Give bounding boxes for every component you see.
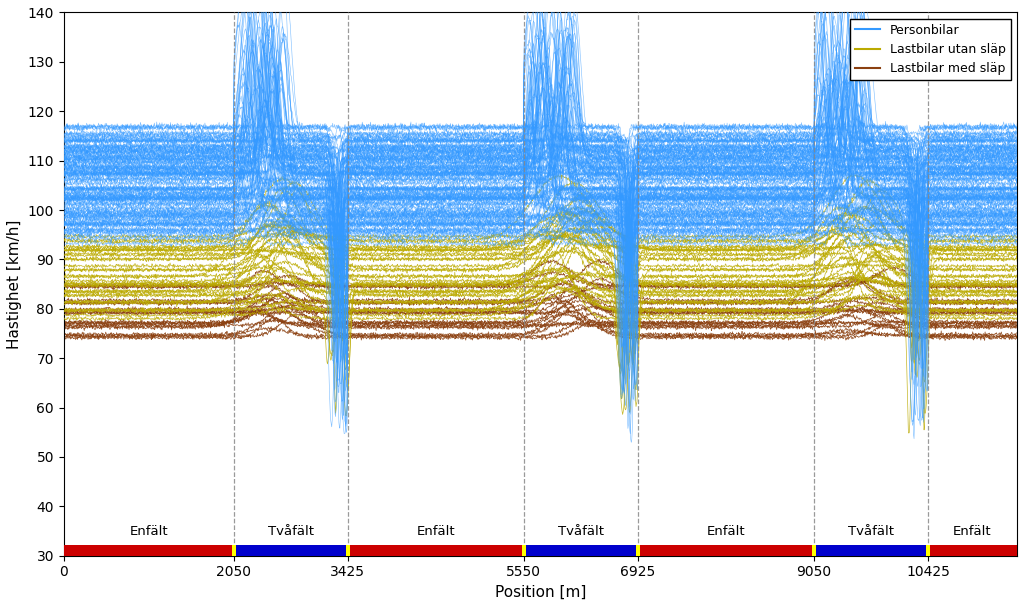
Bar <box>233 545 348 556</box>
Bar <box>63 545 233 556</box>
X-axis label: Position [m]: Position [m] <box>495 585 586 600</box>
Legend: Personbilar, Lastbilar utan släp, Lastbilar med släp: Personbilar, Lastbilar utan släp, Lastbi… <box>850 19 1011 80</box>
Bar <box>345 545 350 556</box>
Bar <box>928 545 1017 556</box>
Text: Enfält: Enfält <box>953 524 992 538</box>
Bar <box>348 545 524 556</box>
Bar <box>812 545 816 556</box>
Bar <box>524 545 638 556</box>
Bar <box>636 545 640 556</box>
Y-axis label: Hastighet [km/h]: Hastighet [km/h] <box>7 219 22 349</box>
Bar <box>638 545 814 556</box>
Bar <box>926 545 930 556</box>
Bar <box>814 545 928 556</box>
Text: Enfält: Enfält <box>707 524 745 538</box>
Text: Tvåfält: Tvåfält <box>558 524 604 538</box>
Bar <box>231 545 236 556</box>
Text: Tvåfält: Tvåfält <box>848 524 894 538</box>
Text: Enfält: Enfält <box>129 524 168 538</box>
Text: Tvåfält: Tvåfält <box>267 524 313 538</box>
Text: Enfält: Enfält <box>417 524 455 538</box>
Bar <box>522 545 526 556</box>
